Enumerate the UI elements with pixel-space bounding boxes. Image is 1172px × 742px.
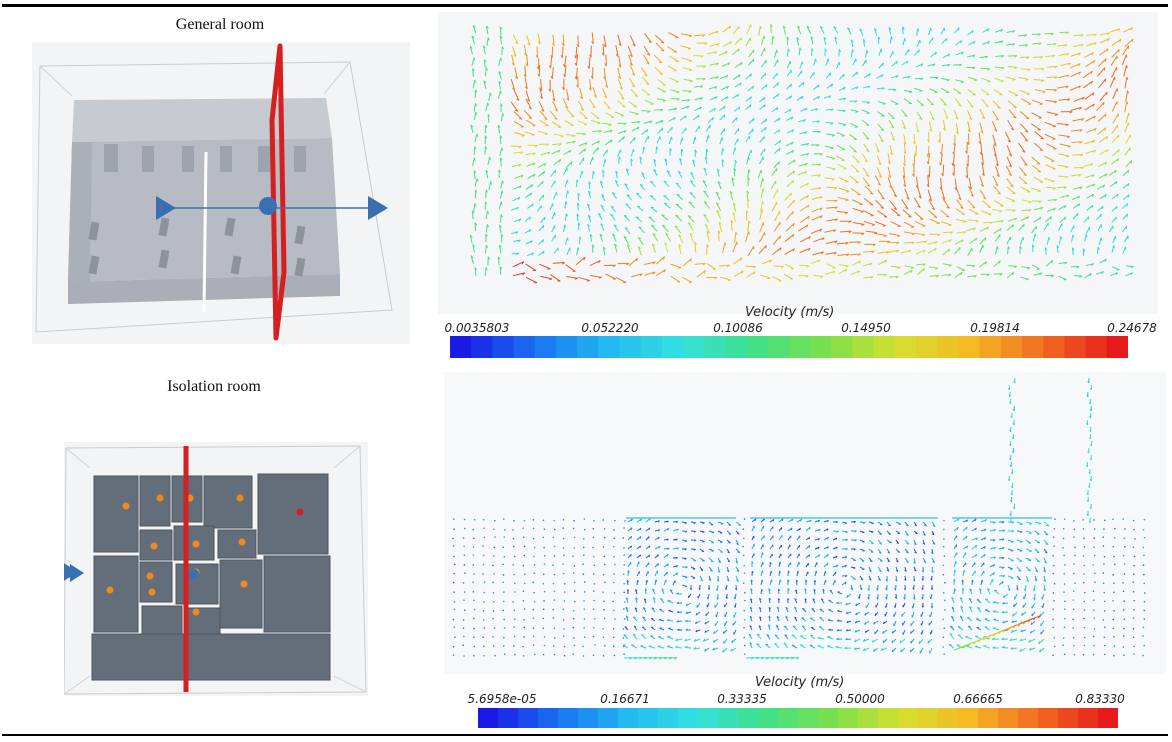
table-bottom-rule [2, 734, 1168, 736]
colorbar-tick-label: 0.24678 [1107, 321, 1157, 335]
patient-marker-icon [296, 508, 304, 516]
inlet-arrow-icon [70, 564, 84, 582]
general-room-caption: General room [175, 16, 265, 33]
colorbar-tick-label: 0.16671 [600, 692, 650, 706]
colorbar-tick-label: 0.66665 [953, 692, 1003, 706]
section-plane-icon [259, 197, 277, 215]
isolation-room-colorbar [478, 708, 1118, 728]
colorbar-tick-label: 0.052220 [581, 321, 639, 335]
colorbar-tick-label: 5.6958e-05 [467, 692, 537, 706]
colorbar-tick-label: 0.50000 [835, 692, 885, 706]
isolation-room-model [64, 442, 368, 696]
section-plane-icon [189, 569, 199, 579]
table-top-rule [2, 4, 1168, 7]
isolation-room-colorbar-title: Velocity (m/s) [755, 675, 845, 690]
colorbar-tick-label: 0.0035803 [444, 321, 510, 335]
isolation-room-caption: Isolation room [167, 378, 261, 395]
colorbar-tick-label: 0.14950 [841, 321, 891, 335]
colorbar-tick-label: 0.19814 [970, 321, 1020, 335]
inlet-arrow-icon [156, 196, 176, 220]
general-room-colorbar [450, 336, 1128, 358]
general-room-velocity-field [438, 12, 1158, 314]
colorbar-tick-label: 0.10086 [713, 321, 763, 335]
general-room-colorbar-title: Velocity (m/s) [745, 305, 835, 320]
outlet-arrow-icon [368, 196, 388, 220]
colorbar-tick-label: 0.33335 [717, 692, 767, 706]
colorbar-tick-label: 0.83330 [1075, 692, 1125, 706]
general-room-model [32, 42, 410, 344]
isolation-room-velocity-field [444, 372, 1166, 674]
